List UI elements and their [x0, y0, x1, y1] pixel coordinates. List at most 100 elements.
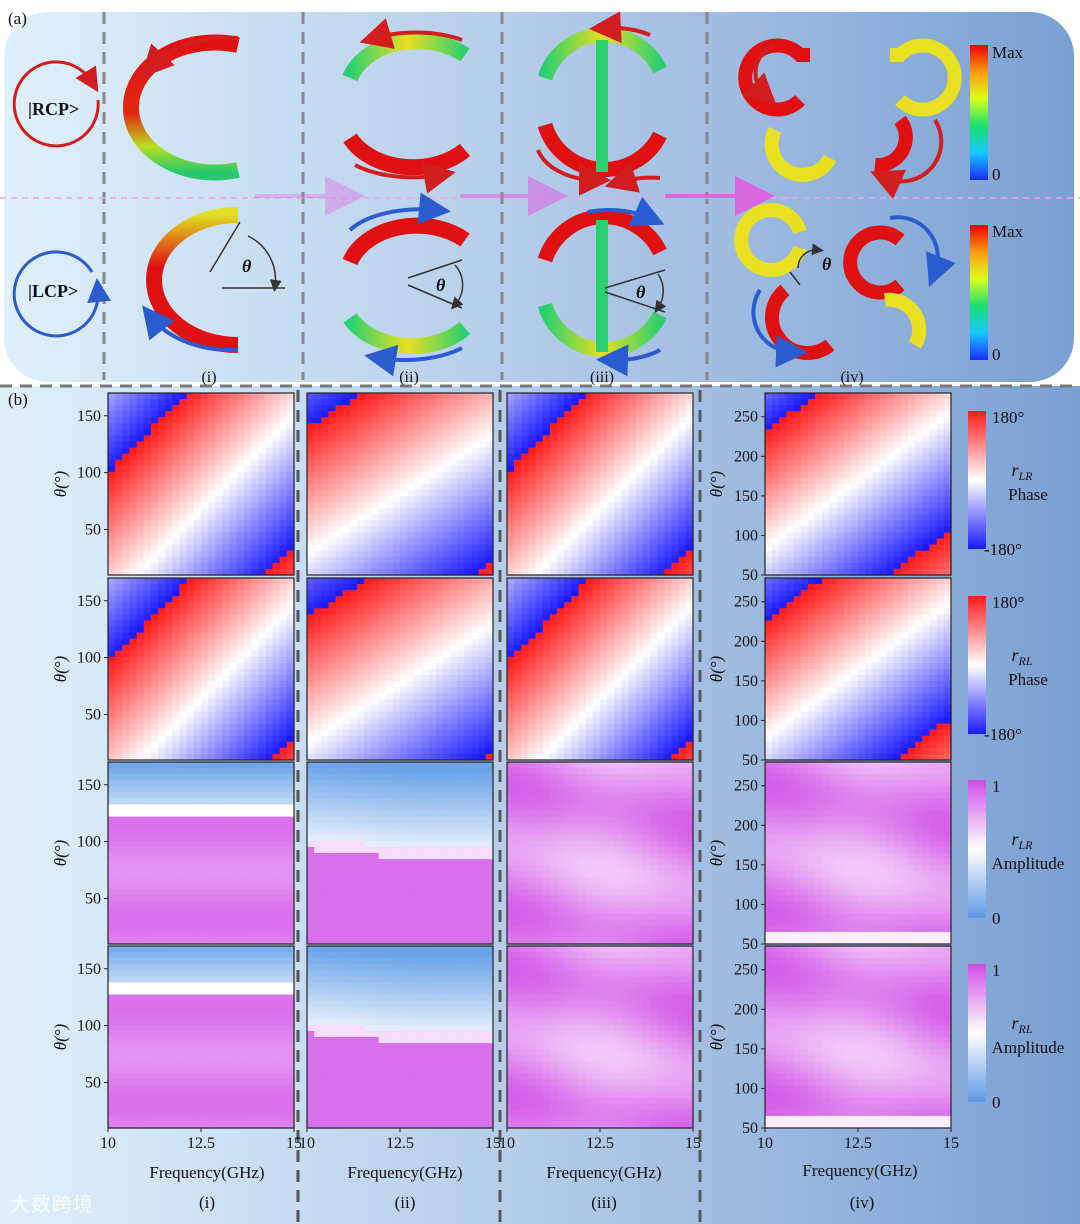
heatmap-cell [392, 508, 401, 515]
heatmap-cell [542, 417, 551, 424]
heatmap-cell [172, 693, 181, 700]
heatmap-cell [328, 393, 337, 400]
heatmap-cell [457, 477, 465, 485]
heatmap-cell [900, 399, 909, 406]
heatmap-cell [279, 693, 288, 700]
heatmap-cell [464, 411, 473, 418]
heatmap-cell [172, 717, 181, 725]
heatmap-cell [858, 514, 866, 521]
heatmap-cell [414, 650, 423, 658]
heatmap-cell [186, 417, 195, 424]
heatmap-cell [485, 477, 494, 485]
heatmap-cell [400, 496, 408, 503]
heatmap-cell [879, 520, 888, 528]
heatmap-cell [165, 614, 173, 622]
heatmap-cell [208, 514, 216, 521]
heatmap-cell [507, 675, 515, 682]
heatmap-cell [265, 459, 274, 467]
heatmap-cell [678, 562, 687, 570]
heatmap-cell [286, 435, 295, 443]
heatmap-cell [922, 393, 931, 400]
heatmap-cell [150, 681, 159, 688]
heatmap-cell [442, 717, 451, 725]
heatmap-cell [879, 538, 888, 546]
heatmap-cell [229, 644, 238, 652]
heatmap-cell [349, 741, 358, 749]
heatmap-cell [549, 662, 558, 670]
heatmap-cell [201, 638, 209, 646]
heatmap-cell [122, 747, 131, 755]
heatmap-cell [279, 514, 288, 521]
heatmap-cell [272, 608, 281, 615]
heatmap-cell [357, 538, 365, 546]
heatmap-cell [314, 584, 322, 591]
heatmap-cell [243, 723, 252, 731]
heatmap-cell [435, 578, 444, 585]
heatmap-cell [378, 681, 387, 688]
heatmap-cell [657, 477, 665, 485]
heatmap-cell [557, 465, 565, 473]
heatmap-cell [557, 568, 565, 576]
heatmap-cell [251, 723, 259, 731]
heatmap-cell [414, 556, 423, 564]
heatmap-cell [807, 556, 816, 564]
heatmap-cell [650, 399, 658, 406]
heatmap-cell [621, 417, 630, 424]
heatmap-cell [535, 608, 544, 615]
heatmap-cell [193, 602, 202, 609]
heatmap-cell [858, 502, 866, 509]
heatmap-cell [143, 435, 152, 443]
heatmap-cell [685, 556, 694, 564]
heatmap-cell [222, 578, 231, 585]
heatmap-cell [258, 662, 266, 670]
heatmap-cell [357, 711, 365, 719]
heatmap-cell [143, 735, 152, 743]
heatmap-cell [678, 490, 687, 497]
heatmap-cell [485, 514, 494, 521]
heatmap-cell [335, 477, 344, 485]
heatmap-cell [279, 747, 288, 755]
heatmap-cell [378, 675, 387, 682]
heatmap-cell [165, 447, 173, 455]
heatmap-cell [457, 532, 465, 540]
heatmap-cell [129, 687, 138, 694]
heatmap-cell [642, 405, 651, 412]
heatmap-cell [457, 705, 465, 713]
heatmap-cell [421, 578, 430, 585]
heatmap-cell [208, 596, 216, 603]
heatmap-cell [385, 459, 394, 467]
heatmap-cell [428, 693, 437, 700]
heatmap-cell [657, 502, 665, 509]
heatmap-cell [908, 544, 916, 552]
heatmap-cell [886, 477, 895, 485]
heatmap-cell [150, 502, 159, 509]
heatmap-cell [122, 638, 131, 646]
heatmap-cell [442, 753, 451, 761]
heatmap-cell [193, 568, 202, 576]
heatmap-cell [349, 490, 358, 497]
heatmap-cell [800, 502, 809, 509]
heatmap-cell [158, 608, 166, 615]
heatmap-cell [251, 532, 259, 540]
heatmap-cell [685, 568, 694, 576]
structure-iii-rcp [536, 11, 667, 196]
heatmap-cell [357, 502, 365, 509]
heatmap-cell [208, 747, 216, 755]
heatmap-cell [450, 608, 458, 615]
heatmap-cell [122, 687, 131, 694]
heatmap-cell [564, 526, 572, 534]
heatmap-cell [258, 490, 266, 497]
heatmap-cell [908, 562, 916, 570]
heatmap-cell [936, 526, 945, 534]
heatmap-cell [136, 662, 145, 670]
heatmap-cell [335, 490, 344, 497]
heatmap-cell [222, 471, 231, 479]
heatmap-cell [208, 644, 216, 652]
heatmap-cell [893, 459, 902, 467]
heatmap-cell [378, 514, 387, 521]
heatmap-cell [385, 514, 394, 521]
heatmap-cell [335, 435, 344, 443]
heatmap-cell [528, 669, 537, 676]
heatmap-cell [193, 620, 202, 628]
heatmap-cell [364, 711, 372, 719]
